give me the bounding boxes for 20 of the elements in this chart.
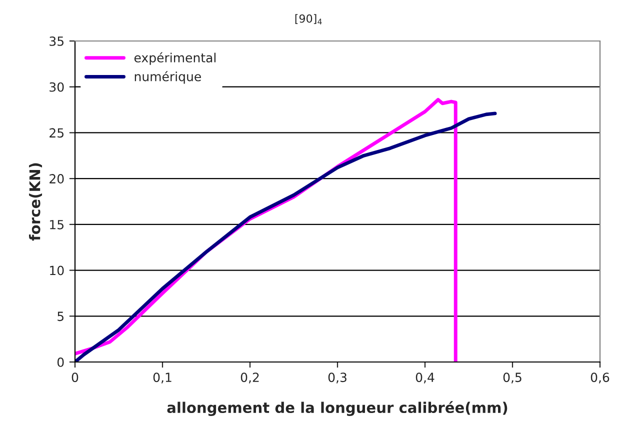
y-tick-label: 5 [58, 312, 64, 322]
x-tick-label: 0,1 [153, 372, 172, 384]
y-tick-label: 25 [50, 128, 64, 138]
x-tick-label: 0,5 [503, 372, 522, 384]
x-tick-label: 0,3 [328, 372, 346, 384]
x-axis-title: allongement de la longueur calibrée(mm) [167, 401, 508, 416]
y-tick-label: 0 [57, 357, 64, 367]
x-tick-label: 0 [72, 372, 78, 382]
y-axis-title: force(KN) [29, 163, 42, 241]
x-tick-label: 0,2 [240, 372, 259, 384]
legend-label: numérique [134, 71, 201, 84]
y-tick-label: 35 [50, 36, 64, 46]
y-tick-label: 10 [50, 266, 64, 276]
legend-label: expérimental [134, 52, 216, 65]
y-tick-label: 30 [50, 82, 64, 92]
y-tick-label: 15 [50, 220, 64, 230]
x-tick-label: 0,6 [590, 372, 610, 384]
x-tick-label: 0,4 [416, 372, 434, 384]
y-tick-label: 20 [50, 174, 64, 184]
chart-title: [90]$_{4}$ [295, 14, 322, 24]
